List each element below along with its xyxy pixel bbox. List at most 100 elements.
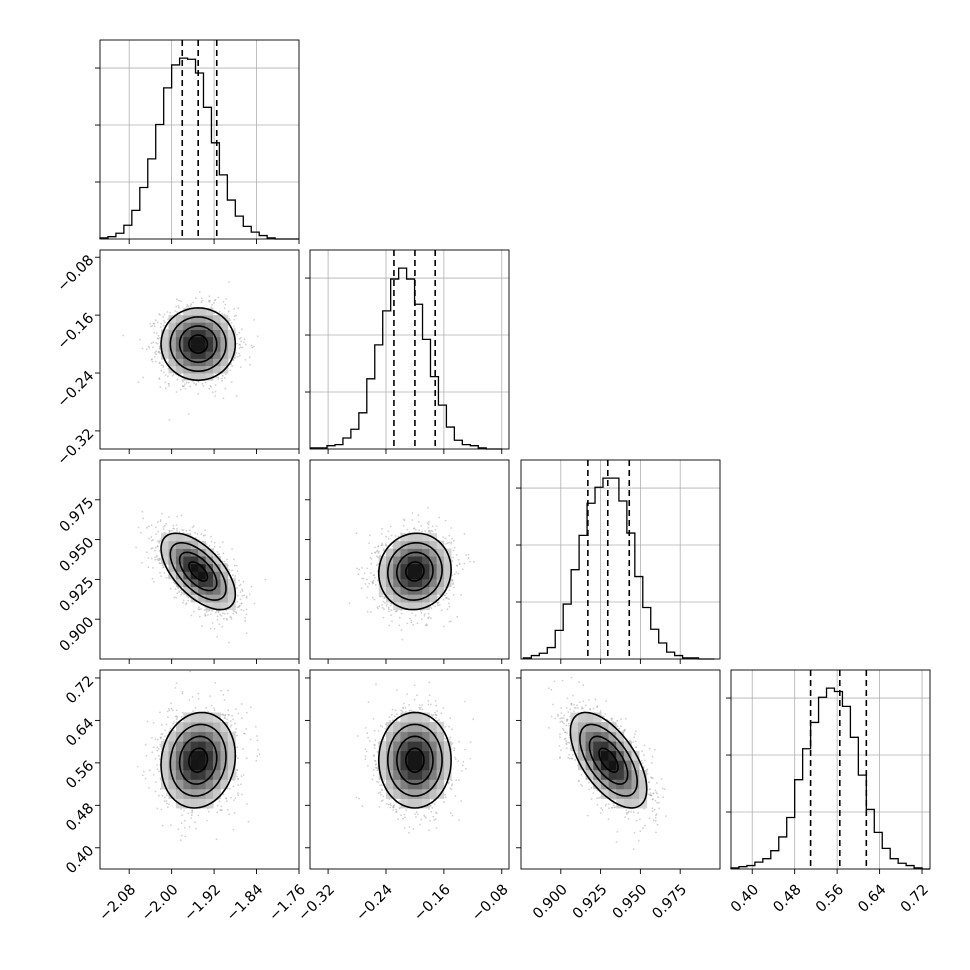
scatter-point	[151, 324, 154, 327]
scatter-point	[179, 373, 182, 375]
scatter-point	[187, 381, 190, 384]
scatter-point	[156, 545, 159, 548]
scatter-point	[228, 641, 230, 644]
scatter-point	[234, 577, 237, 580]
scatter-point	[164, 524, 166, 527]
scatter-point	[434, 605, 436, 608]
scatter-point	[216, 551, 219, 553]
scatter-point	[241, 594, 244, 597]
scatter-point	[139, 338, 142, 341]
scatter-point	[156, 321, 159, 324]
scatter-point	[150, 557, 153, 560]
scatter-point	[385, 605, 388, 607]
scatter-point	[200, 533, 203, 535]
scatter-point	[157, 334, 160, 337]
scatter-point	[209, 299, 211, 302]
scatter-point	[162, 528, 165, 531]
scatter-point	[210, 306, 213, 309]
scatter-point	[159, 352, 162, 355]
scatter-point	[430, 607, 433, 610]
scatter-point	[153, 322, 156, 325]
scatter-point	[162, 315, 165, 318]
scatter-point	[182, 599, 185, 602]
scatter-point	[186, 381, 188, 384]
scatter-point	[408, 531, 411, 533]
scatter-point	[241, 346, 244, 349]
scatter-point	[231, 365, 234, 367]
scatter-point	[193, 382, 196, 385]
scatter-point	[452, 539, 455, 542]
scatter-point	[426, 522, 429, 524]
scatter-point	[248, 356, 251, 359]
scatter-point	[222, 301, 225, 303]
scatter-point	[178, 591, 181, 594]
scatter-point	[159, 326, 162, 328]
scatter-point	[158, 377, 161, 380]
density-cell	[198, 571, 206, 580]
scatter-point	[450, 541, 453, 543]
scatter-point	[165, 577, 168, 579]
scatter-point	[211, 303, 213, 306]
scatter-point	[154, 549, 156, 552]
scatter-point	[418, 529, 421, 531]
scatter-point	[216, 615, 219, 618]
scatter-point	[181, 529, 184, 531]
scatter-point	[176, 527, 178, 530]
histogram-step	[522, 477, 715, 660]
scatter-point	[175, 391, 178, 393]
scatter-point	[213, 299, 216, 302]
scatter-point	[180, 300, 182, 303]
scatter-point	[172, 527, 175, 530]
scatter-point	[229, 319, 231, 322]
scatter-point	[248, 593, 251, 596]
scatter-point	[213, 541, 216, 544]
scatter-point	[175, 524, 178, 526]
scatter-point	[221, 379, 223, 382]
scatter-point	[238, 343, 241, 346]
scatter-point	[398, 616, 401, 619]
scatter-point	[245, 608, 248, 611]
scatter-point	[218, 623, 221, 626]
scatter-point	[388, 624, 391, 627]
scatter-point	[186, 303, 189, 306]
scatter-point	[390, 609, 393, 611]
scatter-point	[452, 556, 455, 559]
scatter-point	[200, 301, 203, 304]
scatter-point	[383, 608, 385, 611]
scatter-point	[162, 366, 165, 368]
scatter-point	[412, 624, 415, 626]
scatter-point	[382, 616, 385, 619]
scatter-point	[145, 348, 148, 351]
scatter-point	[245, 613, 248, 615]
scatter-point	[214, 384, 217, 386]
scatter-point	[150, 536, 153, 538]
scatter-point	[375, 564, 378, 567]
scatter-point	[216, 618, 219, 621]
scatter-point	[400, 612, 403, 615]
scatter-point	[423, 613, 426, 616]
scatter-point	[167, 375, 169, 378]
scatter-point	[360, 587, 363, 590]
scatter-point	[189, 529, 191, 531]
scatter-point	[253, 319, 255, 321]
scatter-point	[239, 591, 242, 593]
scatter-point	[250, 585, 253, 588]
scatter-point	[208, 387, 211, 390]
scatter-point	[159, 314, 162, 316]
scatter-point	[157, 337, 160, 340]
scatter-point	[194, 532, 197, 534]
scatter-point	[233, 610, 236, 613]
scatter-point	[411, 612, 413, 615]
scatter-point	[448, 605, 451, 608]
scatter-point	[230, 322, 233, 324]
scatter-point	[467, 557, 470, 559]
scatter-point	[221, 312, 224, 315]
scatter-point	[204, 529, 207, 532]
density-cell	[198, 365, 206, 374]
scatter-point	[155, 332, 158, 334]
scatter-point	[236, 333, 238, 336]
scatter-point	[173, 596, 176, 599]
scatter-point	[146, 551, 148, 554]
scatter-point	[434, 528, 437, 531]
scatter-point	[211, 609, 214, 612]
